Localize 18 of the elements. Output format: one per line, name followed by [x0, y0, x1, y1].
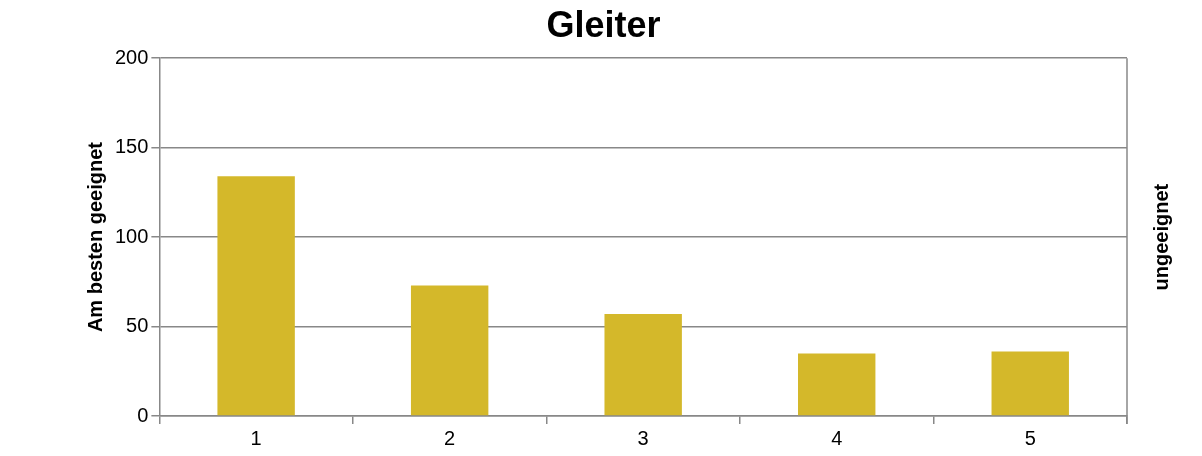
x-tick-label: 1 [250, 426, 262, 449]
y-tick-label: 100 [114, 224, 149, 247]
y-axis-title: Am besten geeignet [83, 141, 106, 333]
bar [217, 176, 295, 416]
y-tick-label: 50 [126, 314, 149, 337]
y-tick-label: 150 [114, 135, 149, 158]
y-tick-label: 0 [137, 403, 149, 426]
chart-title: Gleiter [546, 3, 661, 45]
bar [410, 285, 489, 416]
y-tick-label: 200 [114, 45, 149, 68]
x-tick-label: 3 [637, 426, 649, 449]
y2-axis-title: ungeeignet [1149, 183, 1172, 291]
bar [991, 351, 1069, 416]
x-tick-label: 4 [831, 426, 843, 449]
bar [604, 314, 682, 416]
bar [798, 353, 876, 416]
x-tick-label: 5 [1024, 426, 1036, 449]
x-tick-label: 2 [444, 426, 456, 449]
